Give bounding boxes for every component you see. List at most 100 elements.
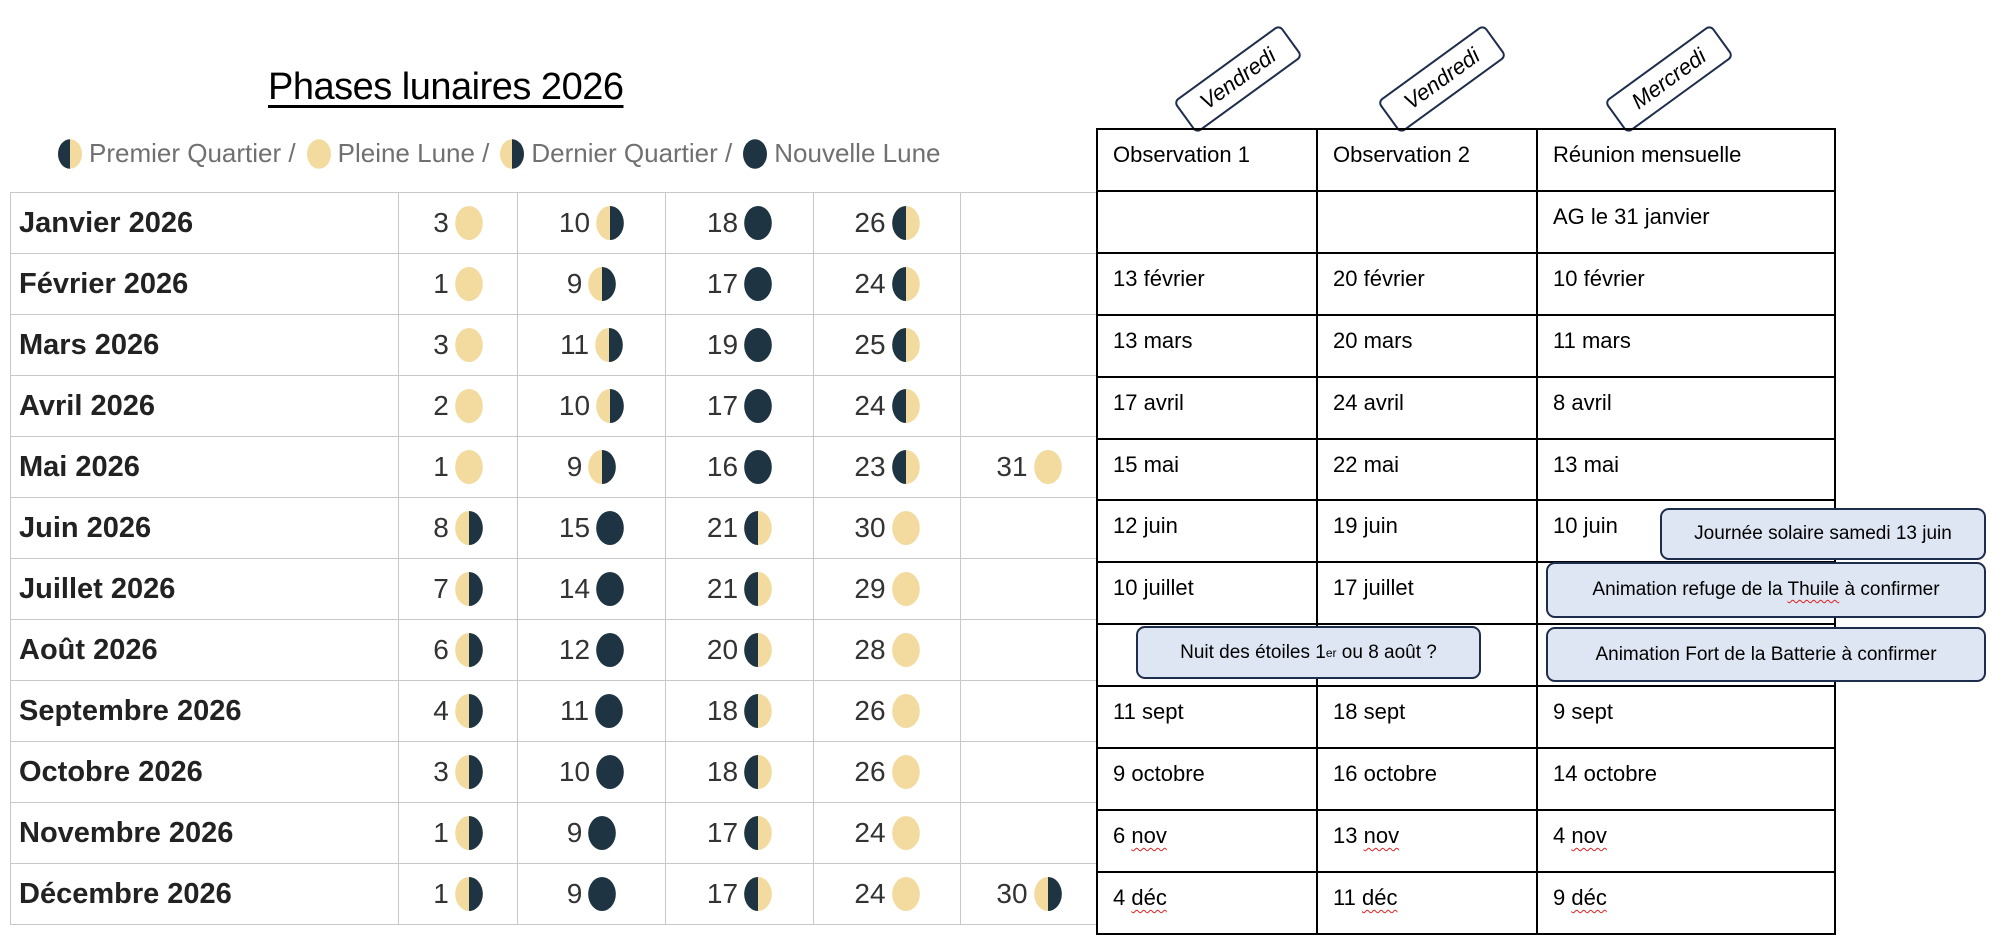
nouvelle-moon-icon <box>588 877 617 911</box>
phase-day: 17 <box>706 878 739 909</box>
phase-cell: 26 <box>813 192 961 254</box>
phase-cell: 17 <box>665 375 814 437</box>
phase-entry: 9 <box>567 816 617 850</box>
pleine-moon-icon <box>454 206 483 240</box>
phase-day: 31 <box>996 451 1028 482</box>
phase-day: 6 <box>433 634 449 665</box>
phase-entry: 10 <box>559 755 624 789</box>
dernier-moon-icon <box>454 755 483 789</box>
phase-day: 23 <box>854 451 886 482</box>
phase-day: 20 <box>706 634 739 665</box>
phase-entry: 11 <box>560 694 623 728</box>
nouvelle-moon-icon <box>744 206 772 240</box>
schedule-cell: 24 avril <box>1316 375 1538 440</box>
premier-moon-icon <box>744 694 772 728</box>
month-row: Novembre 2026 1 9 17 24 <box>10 802 1098 864</box>
phase-cell: 21 <box>665 497 814 559</box>
schedule-cell: 4 déc <box>1096 870 1318 935</box>
schedule-cell: 17 juillet <box>1316 561 1538 626</box>
schedule-row: 13 février 20 février 10 février <box>1096 251 1836 316</box>
phase-entry: 6 <box>433 633 483 667</box>
schedule-cell: 19 juin <box>1316 499 1538 564</box>
phase-entry: 3 <box>433 755 483 789</box>
phase-day: 26 <box>854 207 886 238</box>
spellcheck-flag: Thuile <box>1787 579 1840 600</box>
column-header: Réunion mensuelle <box>1536 128 1836 192</box>
nouvelle-moon-icon <box>743 138 768 169</box>
phase-entry: 20 <box>707 633 772 667</box>
premier-moon-icon <box>891 267 920 301</box>
dernier-moon-icon <box>500 138 525 169</box>
phase-entry: 17 <box>707 389 772 423</box>
phase-day: 11 <box>559 695 590 726</box>
schedule-row: 6 nov 13 nov 4 nov <box>1096 808 1836 873</box>
pleine-moon-icon <box>891 877 920 911</box>
phase-cell: 25 <box>813 314 961 376</box>
dernier-moon-icon <box>588 450 617 484</box>
phase-day: 24 <box>854 390 886 421</box>
schedule-cell: 13 mars <box>1096 313 1318 378</box>
month-row: Juin 2026 8 15 21 30 <box>10 497 1098 559</box>
schedule-row: 12 juin 19 juin 10 juin <box>1096 499 1836 564</box>
phase-day: 8 <box>433 512 449 543</box>
month-row: Mai 2026 1 9 16 23 31 <box>10 436 1098 498</box>
phase-day: 16 <box>706 451 739 482</box>
phase-day: 24 <box>854 878 886 909</box>
nouvelle-moon-icon <box>588 816 617 850</box>
schedule-cell: 20 mars <box>1316 313 1538 378</box>
phase-day: 14 <box>558 573 591 604</box>
month-row: Décembre 2026 1 9 17 24 30 <box>10 863 1098 925</box>
phase-day: 30 <box>854 512 886 543</box>
month-name: Novembre 2026 <box>10 802 399 864</box>
phase-entry: 14 <box>559 572 624 606</box>
note-text: Animation refuge de la Thuile à confirme… <box>1592 579 1940 600</box>
phase-cell: 8 <box>398 497 518 559</box>
phase-cell: 30 <box>960 863 1098 925</box>
phase-entry: 28 <box>854 633 920 667</box>
phase-cell: 19 <box>665 314 814 376</box>
dernier-moon-icon <box>454 572 483 606</box>
phase-entry: 24 <box>854 877 920 911</box>
phase-cell: 31 <box>960 436 1098 498</box>
dernier-moon-icon <box>454 511 483 545</box>
pleine-moon-icon <box>891 816 920 850</box>
month-name: Décembre 2026 <box>10 863 399 925</box>
phase-cell: 17 <box>665 802 814 864</box>
phase-cell: 1 <box>398 802 518 864</box>
phase-cell <box>960 558 1098 620</box>
phase-entry: 1 <box>433 450 483 484</box>
month-name: Octobre 2026 <box>10 741 399 803</box>
premier-moon-icon <box>744 633 772 667</box>
phase-cell: 15 <box>517 497 666 559</box>
phase-cell: 1 <box>398 863 518 925</box>
phase-day: 9 <box>566 817 583 848</box>
schedule-row: 17 avril 24 avril 8 avril <box>1096 375 1836 440</box>
phase-day: 24 <box>854 268 886 299</box>
premier-moon-icon <box>744 572 772 606</box>
spellcheck-flag: déc <box>1361 884 1398 910</box>
month-row: Mars 2026 3 11 19 25 <box>10 314 1098 376</box>
phase-entry: 7 <box>433 572 483 606</box>
pleine-moon-icon <box>891 572 920 606</box>
month-row: Janvier 2026 3 10 18 26 <box>10 192 1098 254</box>
phase-entry: 31 <box>996 450 1062 484</box>
phase-entry: 17 <box>707 816 772 850</box>
phase-entry: 25 <box>854 328 920 362</box>
phase-day: 17 <box>706 390 739 421</box>
phase-entry: 18 <box>707 755 772 789</box>
note-journee-solaire: Journée solaire samedi 13 juin <box>1660 508 1986 560</box>
phase-cell <box>960 680 1098 742</box>
phase-day: 26 <box>854 695 886 726</box>
phase-entry: 8 <box>433 511 483 545</box>
phase-cell: 16 <box>665 436 814 498</box>
phase-cell: 6 <box>398 619 518 681</box>
dernier-moon-icon <box>454 877 483 911</box>
schedule-row: 13 mars 20 mars 11 mars <box>1096 313 1836 378</box>
month-name: Janvier 2026 <box>10 192 399 254</box>
phase-cell <box>960 802 1098 864</box>
phase-day: 1 <box>433 878 449 909</box>
spellcheck-flag: nov <box>1363 822 1400 848</box>
phase-cell: 18 <box>665 680 814 742</box>
phase-cell: 29 <box>813 558 961 620</box>
phase-day: 18 <box>706 695 739 726</box>
